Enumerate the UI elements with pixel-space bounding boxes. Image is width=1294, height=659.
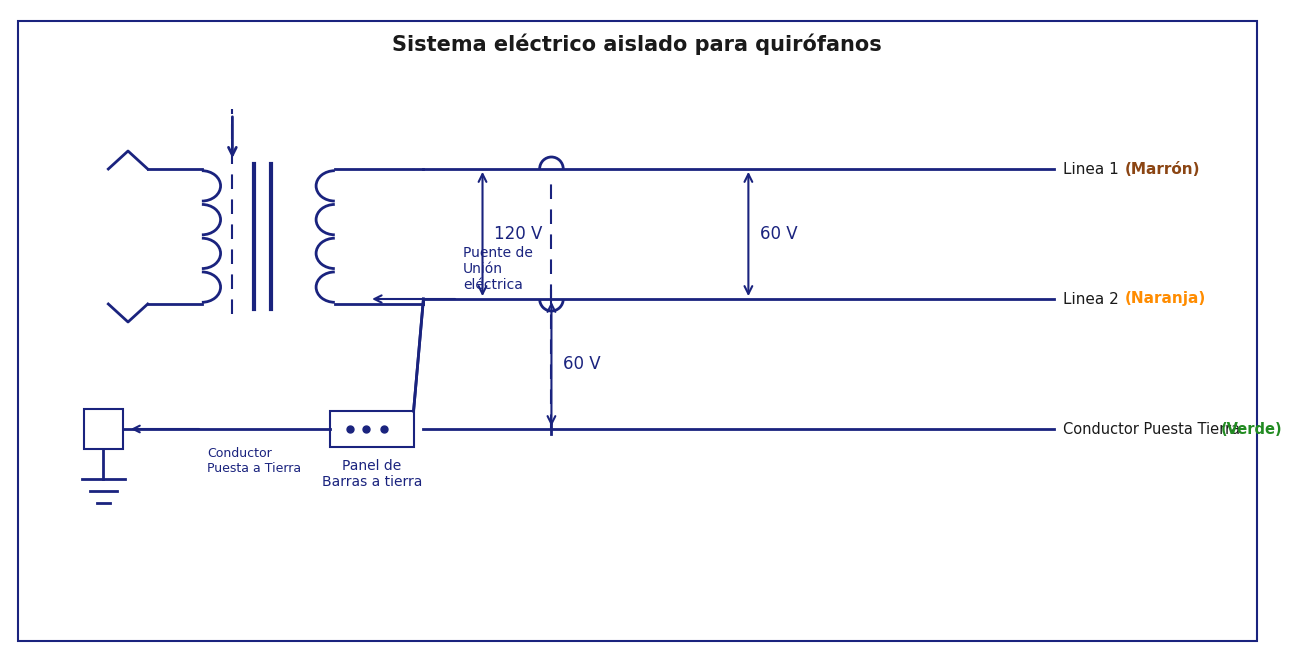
- Text: Puente de
Unión
eléctrica: Puente de Unión eléctrica: [463, 246, 533, 292]
- Bar: [330, 411, 414, 447]
- Text: Conductor
Puesta a Tierra: Conductor Puesta a Tierra: [207, 447, 302, 475]
- Text: 120 V: 120 V: [494, 225, 542, 243]
- Text: 60 V: 60 V: [563, 355, 600, 373]
- Text: (Verde): (Verde): [1222, 422, 1282, 436]
- Text: (Marrón): (Marrón): [1124, 161, 1200, 177]
- Text: Sistema eléctrico aislado para quirófanos: Sistema eléctrico aislado para quirófano…: [392, 33, 883, 55]
- Text: Linea 1: Linea 1: [1064, 161, 1124, 177]
- Text: 60 V: 60 V: [760, 225, 798, 243]
- Bar: [84, 409, 123, 449]
- Text: Conductor Puesta Tierra: Conductor Puesta Tierra: [1064, 422, 1245, 436]
- Text: (Naranja): (Naranja): [1124, 291, 1206, 306]
- Text: Panel de
Barras a tierra: Panel de Barras a tierra: [321, 459, 422, 489]
- Text: Linea 2: Linea 2: [1064, 291, 1124, 306]
